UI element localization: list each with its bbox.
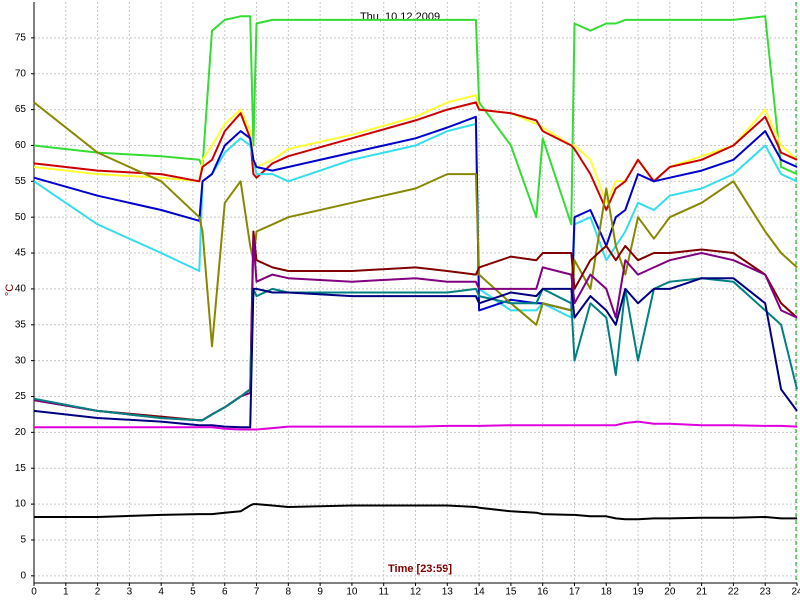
y-tick-label: 55 — [15, 176, 27, 187]
series-line — [33, 15, 798, 226]
y-tick-label: 25 — [15, 391, 27, 402]
x-tick-label: 11 — [379, 587, 390, 598]
y-tick-label: 40 — [15, 284, 27, 295]
y-tick-label: 0 — [20, 570, 26, 581]
x-tick-label: 4 — [158, 587, 164, 598]
y-tick-label: 45 — [15, 248, 27, 259]
y-axis-label: °C — [4, 284, 16, 296]
x-tick-label: 5 — [190, 587, 196, 598]
y-tick-label: 75 — [15, 33, 27, 44]
x-tick-label: 3 — [127, 587, 133, 598]
x-tick-label: 13 — [442, 587, 454, 598]
y-tick-label: 30 — [15, 355, 27, 366]
x-tick-label: 12 — [410, 587, 422, 598]
series-line — [33, 101, 798, 211]
x-tick-label: 16 — [537, 587, 549, 598]
series-line — [33, 277, 798, 429]
x-tick-label: 21 — [696, 587, 708, 598]
x-tick-label: 2 — [95, 587, 101, 598]
y-tick-label: 15 — [15, 463, 27, 474]
series-line — [34, 420, 798, 431]
chart-title: Thu, 10.12.2009 — [360, 11, 440, 23]
x-tick-label: 23 — [760, 587, 772, 598]
x-tick-label: 1 — [63, 587, 69, 598]
x-axis-label: Time [23:59] — [388, 563, 452, 575]
y-tick-label: 20 — [15, 427, 27, 438]
y-tick-label: 65 — [15, 104, 27, 115]
y-tick-label: 60 — [15, 140, 27, 151]
series-line — [33, 115, 798, 312]
x-tick-label: 19 — [632, 587, 644, 598]
x-tick-label: 14 — [474, 587, 486, 598]
y-tick-label: 10 — [15, 499, 27, 510]
x-tick-label: 24 — [791, 587, 800, 598]
x-tick-label: 9 — [317, 587, 323, 598]
x-tick-label: 17 — [569, 587, 581, 598]
y-tick-label: 50 — [15, 212, 27, 223]
x-tick-label: 7 — [254, 587, 260, 598]
x-tick-label: 22 — [728, 587, 740, 598]
x-tick-label: 18 — [601, 587, 613, 598]
y-tick-label: 35 — [15, 319, 27, 330]
x-tick-label: 0 — [31, 587, 37, 598]
y-tick-label: 70 — [15, 68, 27, 79]
series-line — [33, 277, 798, 422]
y-tick-label: 5 — [20, 535, 26, 546]
series-line — [34, 503, 797, 521]
x-tick-label: 10 — [346, 587, 358, 598]
x-tick-label: 15 — [505, 587, 517, 598]
x-tick-label: 6 — [222, 587, 228, 598]
x-tick-label: 8 — [286, 587, 292, 598]
series-line — [33, 101, 798, 348]
x-tick-label: 20 — [664, 587, 676, 598]
